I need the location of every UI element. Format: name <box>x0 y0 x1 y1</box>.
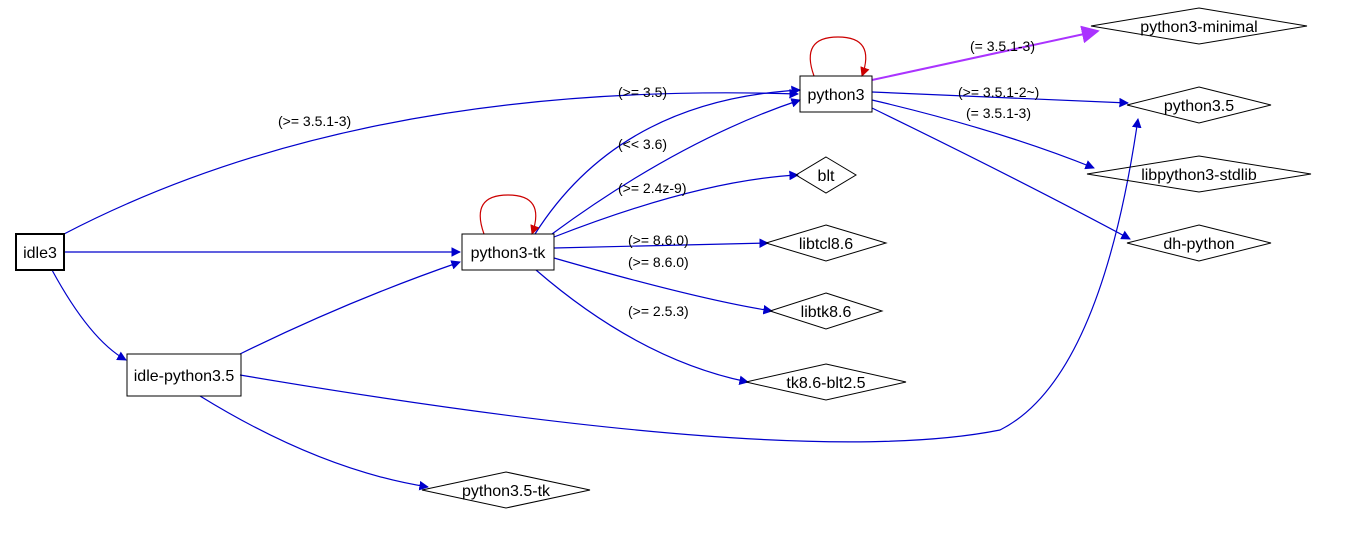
node-label: libpython3-stdlib <box>1141 167 1257 184</box>
node-label: python3.5 <box>1164 98 1234 115</box>
node-label: blt <box>818 168 835 185</box>
edge-idle3-idlepython35 <box>52 270 126 360</box>
node-label: python3 <box>808 87 865 104</box>
edge-label: (>= 8.6.0) <box>628 232 689 248</box>
edge-label: (<< 3.6) <box>618 136 667 152</box>
node-label: python3-tk <box>471 245 547 262</box>
dependency-graph: (>= 3.5.1-3) (>= 3.5) (<< 3.6) (>= 2.4z-… <box>0 0 1364 541</box>
node-label: idle3 <box>23 245 57 262</box>
edge-label: (>= 2.5.3) <box>628 303 689 319</box>
node-label: python3.5-tk <box>462 483 551 500</box>
edge-label: (= 3.5.1-3) <box>966 105 1031 121</box>
node-label: tk8.6-blt2.5 <box>786 375 865 392</box>
edge-python3tk-python3-a <box>535 90 800 234</box>
edge-idlepython35-python3tk <box>240 262 460 354</box>
edge-python3-self <box>810 37 866 76</box>
edge-label: (>= 3.5.1-3) <box>278 113 351 129</box>
edge-label: (>= 8.6.0) <box>628 254 689 270</box>
node-label: dh-python <box>1163 236 1234 253</box>
edge-python3tk-tkblt <box>536 270 748 382</box>
edge-label: (= 3.5.1-3) <box>970 38 1035 54</box>
edge-label: (>= 3.5.1-2~) <box>958 84 1039 100</box>
edge-idle3-python3 <box>64 93 798 234</box>
edge-idlepython35-python35 <box>240 119 1138 442</box>
edge-python3tk-python3-b <box>552 100 800 234</box>
node-label: libtk8.6 <box>801 304 852 321</box>
node-label: python3-minimal <box>1140 19 1257 36</box>
node-label: libtcl8.6 <box>799 236 853 253</box>
edge-label: (>= 3.5) <box>618 84 667 100</box>
edge-python3tk-self <box>480 195 536 234</box>
edge-idlepython35-python35tk <box>200 396 428 487</box>
edge-label: (>= 2.4z-9) <box>618 180 686 196</box>
node-label: idle-python3.5 <box>134 368 235 385</box>
